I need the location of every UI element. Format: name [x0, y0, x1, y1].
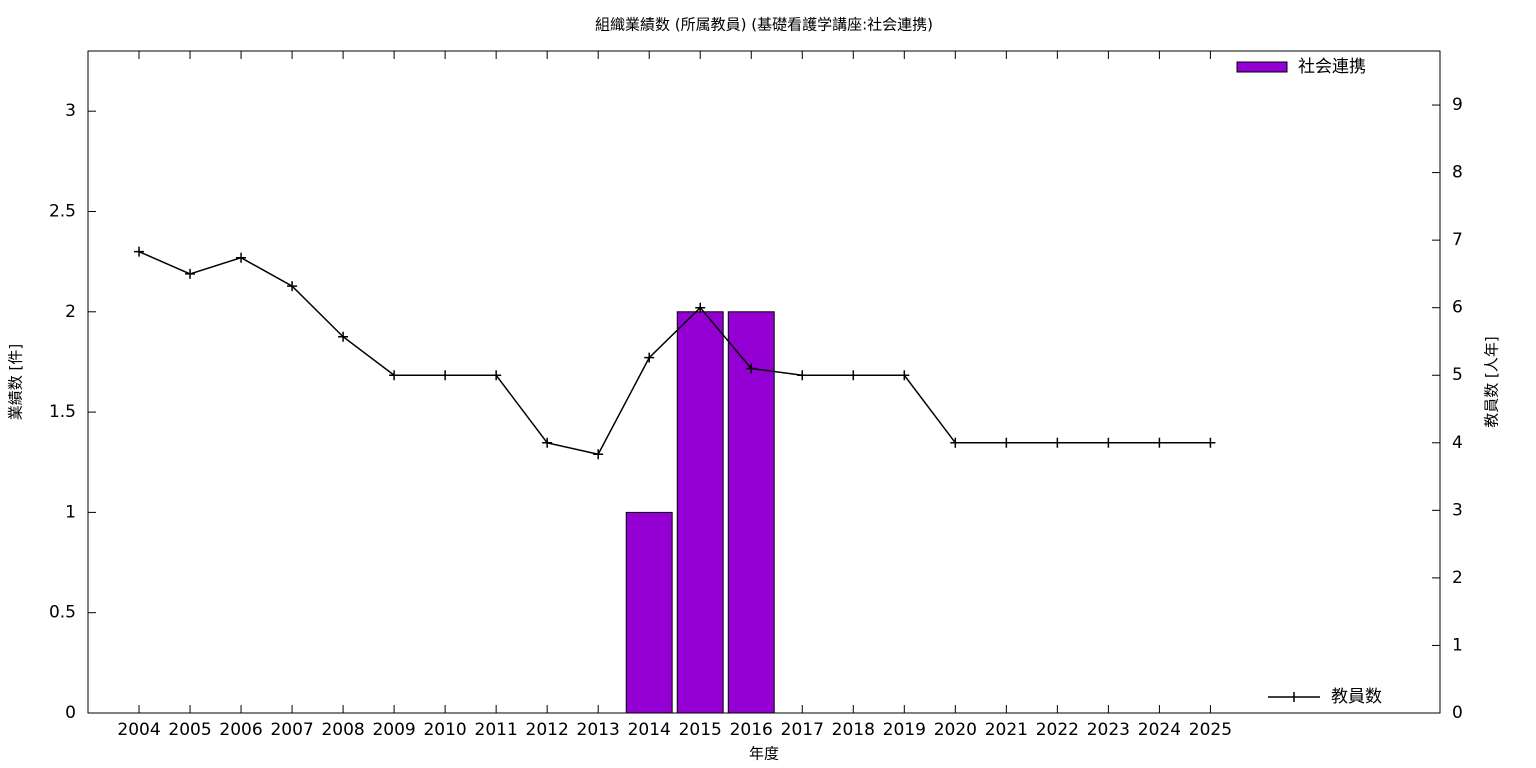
y2-tick-label: 0 — [1452, 703, 1463, 723]
point-marker — [236, 252, 247, 263]
x-tick-label: 2019 — [883, 720, 926, 740]
point-marker — [1103, 437, 1114, 448]
line — [138, 250, 1211, 456]
point-marker — [542, 437, 553, 448]
bar — [625, 511, 673, 714]
y2-tick-label: 7 — [1452, 230, 1463, 250]
x-tick-label: 2011 — [475, 720, 518, 740]
x-tick-label: 2010 — [423, 720, 466, 740]
point-marker — [950, 437, 961, 448]
y-tick-label: 2 — [65, 302, 76, 322]
x-tick-label: 2015 — [679, 720, 722, 740]
point-marker — [1154, 437, 1165, 448]
bar — [727, 311, 775, 714]
y2-tick-label: 2 — [1452, 568, 1463, 588]
x-tick-label: 2018 — [832, 720, 875, 740]
legend-label: 社会連携 — [1298, 57, 1366, 77]
x-tick-label: 2020 — [934, 720, 977, 740]
legend-swatch — [1236, 61, 1288, 73]
x-tick-label: 2016 — [730, 720, 773, 740]
x-tick-label: 2017 — [781, 720, 824, 740]
y-axis-label: 業績数 [件] — [7, 344, 25, 420]
y-tick-label: 1 — [65, 502, 76, 522]
x-tick-label: 2009 — [372, 720, 415, 740]
point-marker — [338, 331, 349, 342]
y-tick-label: 3 — [65, 101, 76, 121]
point-marker — [440, 370, 451, 381]
y-tick-label: 0.5 — [49, 603, 76, 623]
x-tick-label: 2008 — [321, 720, 364, 740]
point-marker — [185, 268, 196, 279]
legend-label: 教員数 — [1331, 687, 1382, 707]
point-marker — [593, 449, 604, 460]
x-tick-label: 2005 — [168, 720, 211, 740]
y2-axis-label: 教員数 [人年] — [1483, 336, 1501, 427]
y-tick-label: 0 — [65, 703, 76, 723]
point-marker — [134, 246, 145, 257]
y2-tick-label: 8 — [1452, 163, 1463, 183]
y2-tick-label: 6 — [1452, 298, 1463, 318]
x-tick-label: 2012 — [526, 720, 569, 740]
x-tick-label: 2024 — [1138, 720, 1181, 740]
y2-tick-label: 1 — [1452, 635, 1463, 655]
x-tick-label: 2023 — [1087, 720, 1130, 740]
point-marker — [695, 302, 706, 313]
y2-tick-label: 5 — [1452, 365, 1463, 385]
x-tick-label: 2007 — [270, 720, 313, 740]
point-marker — [287, 281, 298, 292]
x-tick-label: 2004 — [117, 720, 160, 740]
x-tick-label: 2021 — [985, 720, 1028, 740]
y2-tick-label: 9 — [1452, 95, 1463, 115]
chart-title: 組織業績数 (所属教員) (基礎看護学講座:社会連携) — [595, 16, 933, 34]
point-marker — [746, 363, 757, 374]
x-tick-label: 2022 — [1036, 720, 1079, 740]
y-tick-label: 1.5 — [49, 402, 76, 422]
bar — [676, 311, 724, 714]
point-marker — [389, 370, 400, 381]
point-marker — [899, 370, 910, 381]
point-marker — [1052, 437, 1063, 448]
x-tick-label: 2013 — [577, 720, 620, 740]
legend-swatch — [1268, 692, 1320, 702]
x-tick-label: 2025 — [1189, 720, 1232, 740]
x-tick-label: 2014 — [628, 720, 671, 740]
point-marker — [1001, 437, 1012, 448]
point-marker — [491, 370, 502, 381]
x-tick-label: 2006 — [219, 720, 262, 740]
y-tick-label: 2.5 — [49, 201, 76, 221]
point-marker — [644, 352, 655, 363]
point-marker — [848, 370, 859, 381]
x-axis-label: 年度 — [749, 745, 779, 763]
y2-tick-label: 3 — [1452, 500, 1463, 520]
y2-tick-label: 4 — [1452, 433, 1463, 453]
point-marker — [797, 370, 808, 381]
point-marker — [1205, 437, 1216, 448]
